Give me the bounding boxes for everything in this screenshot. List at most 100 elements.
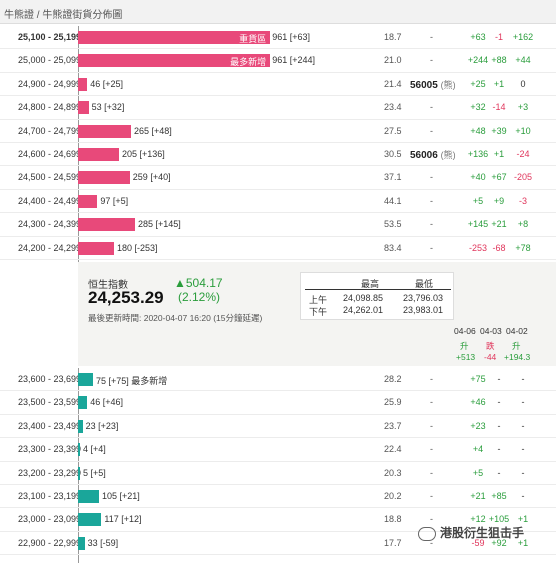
warrant-code: - xyxy=(430,467,433,478)
price-range: 22,900 - 22,999 xyxy=(18,537,82,548)
price-range: 25,000 - 25,099 xyxy=(18,55,82,66)
distance-value: 17.7 xyxy=(384,537,402,548)
bar-inner-label: 最多新增 xyxy=(230,57,267,68)
change-day-2: - xyxy=(497,374,501,384)
bucket-row[interactable]: 24,900 - 24,999 46 [+25] 21.4 56005 (熊) +25 +… xyxy=(0,73,556,97)
change-day-1: +63 xyxy=(470,32,486,42)
change-day-1: +12 xyxy=(470,514,486,525)
bucket-row[interactable]: 23,300 - 23,399 4 [+4] 22.4 - +4 - - xyxy=(0,438,556,462)
change-day-1: +5 xyxy=(472,467,484,478)
change-day-3: - xyxy=(521,444,525,455)
bar-value-label: 5 [+5] xyxy=(83,467,106,478)
change-day-3: +78 xyxy=(515,242,531,253)
change-day-3: - xyxy=(521,374,525,384)
bar-value-label: 23 [+23] xyxy=(85,420,119,431)
bucket-row[interactable]: 24,800 - 24,899 53 [+32] 23.4 - +32 -14 +3 xyxy=(0,96,556,120)
price-range: 24,400 - 24,499 xyxy=(18,195,82,206)
change-day-2: - xyxy=(497,467,501,478)
warrant-code[interactable]: 56005 (熊) xyxy=(410,79,456,91)
bar-value-label: 961 [+63] xyxy=(272,32,310,42)
warrant-code: - xyxy=(430,219,433,230)
date-val-1: -44 xyxy=(484,352,497,362)
bucket-row[interactable]: 24,400 - 24,499 97 [+5] 44.1 - +5 +9 -3 xyxy=(0,190,556,214)
change-day-3: - xyxy=(521,420,525,431)
index-value: 24,253.29 xyxy=(88,288,164,307)
price-range: 24,900 - 24,999 xyxy=(18,78,82,89)
date-dir-2: 升 xyxy=(512,341,521,351)
change-day-3: - xyxy=(521,467,525,478)
bucket-row[interactable]: 23,100 - 23,199 105 [+21] 20.2 - +21 +85 - xyxy=(0,485,556,509)
bucket-row[interactable]: 23,500 - 23,599 46 [+46] 25.9- +46- - xyxy=(0,391,556,415)
bar-value-label: 46 [+46] xyxy=(90,397,123,408)
bucket-row[interactable]: 24,300 - 24,399 285 [+145] 53.5 - +145 +21 +8 xyxy=(0,213,556,237)
bucket-row[interactable]: 24,200 - 24,299 180 [-253] 83.4 - -253 -68 +78 xyxy=(0,237,556,260)
change-day-2: +85 xyxy=(491,490,507,501)
bar-inner-label: 重貨區 xyxy=(239,34,267,44)
volume-bar xyxy=(78,101,89,115)
warrant-code: - xyxy=(430,55,433,66)
axis-line-top xyxy=(78,26,79,262)
change-day-2: -68 xyxy=(492,242,506,253)
date-0: 04-06 xyxy=(454,326,476,336)
bucket-row[interactable]: 24,700 - 24,799 265 [+48] 27.5 - +48 +39 +10 xyxy=(0,120,556,143)
bucket-row[interactable]: 23,200 - 23,299 5 [+5] 20.3 - +5 - - xyxy=(0,462,556,485)
date-dir-1: 跌 xyxy=(486,341,495,351)
distance-value: 30.5 xyxy=(384,148,402,159)
change-day-2: +67 xyxy=(491,172,507,183)
change-day-3: - xyxy=(521,490,525,501)
change-day-1: +32 xyxy=(470,102,486,113)
distance-value: 21.0 xyxy=(384,55,402,66)
change-day-2: +1 xyxy=(493,78,505,89)
price-range: 23,100 - 23,199 xyxy=(18,490,82,501)
distance-value: 21.4 xyxy=(384,78,402,89)
change-day-3: +8 xyxy=(517,219,529,230)
bucket-row[interactable]: 23,600 - 23,699 75 [+75] 最多新增 28.2 - +75 - - xyxy=(0,368,556,392)
change-day-1: +145 xyxy=(467,219,489,230)
bucket-row[interactable]: 24,600 - 24,699 205 [+136] 30.5 56006 (熊) +1… xyxy=(0,143,556,167)
warrant-code: - xyxy=(430,195,433,206)
change-day-2: - xyxy=(497,397,501,408)
bucket-row[interactable]: 25,000 - 25,099 最多新增 961 [+244] 21.0 - +244 +8… xyxy=(0,49,556,73)
change-day-1: +23 xyxy=(470,420,486,431)
warrant-code: - xyxy=(430,374,433,384)
volume-bar xyxy=(78,513,102,527)
price-range: 23,200 - 23,299 xyxy=(18,467,82,478)
change-day-1: +21 xyxy=(470,490,486,501)
warrant-code: - xyxy=(430,242,433,253)
watermark: 港股衍生狙击手 xyxy=(418,524,524,541)
change-day-1: +75 xyxy=(470,374,486,384)
change-day-2: - xyxy=(497,444,501,455)
change-day-2: +21 xyxy=(491,219,507,230)
bucket-row[interactable]: 22,900 - 22,999 33 [-59] 17.7 - -59 +92 +1 xyxy=(0,532,556,556)
bucket-row[interactable]: 23,000 - 23,099 117 [+12] 18.8 - +12 +105 +1 xyxy=(0,508,556,532)
warrant-code: - xyxy=(430,102,433,113)
volume-bar xyxy=(78,218,135,232)
warrant-code: - xyxy=(430,397,433,408)
date-val-2: +194.3 xyxy=(504,352,531,362)
change-day-3: -205 xyxy=(513,172,532,183)
index-change: ▲504.17 xyxy=(174,276,223,290)
warrant-code: - xyxy=(430,514,433,525)
change-day-1: +4 xyxy=(472,444,484,455)
price-range: 24,700 - 24,799 xyxy=(18,125,82,136)
distance-value: 37.1 xyxy=(384,172,402,183)
bar-value-label: 97 [+5] xyxy=(100,195,129,206)
warrant-code: - xyxy=(430,444,433,455)
bucket-row[interactable]: 24,500 - 24,599 259 [+40] 37.1 - +40 +67 -205 xyxy=(0,166,556,190)
bar-value-label: 180 [-253] xyxy=(117,242,158,253)
bar-value-label: 105 [+21] xyxy=(102,490,140,501)
bucket-row[interactable]: 25,100 - 25,199 重貨區 961 [+63] 18.7 - +63 -1 +16… xyxy=(0,26,556,50)
wechat-icon xyxy=(418,526,436,541)
bucket-row[interactable]: 23,400 - 23,499 23 [+23] 23.7- +23- - xyxy=(0,415,556,439)
change-day-2: +92 xyxy=(491,537,507,548)
change-day-2: +9 xyxy=(493,195,505,206)
change-day-2: -14 xyxy=(492,102,506,113)
warrant-code: - xyxy=(430,125,433,136)
warrant-code[interactable]: 56006 (熊) xyxy=(410,149,456,161)
warrant-code: - xyxy=(430,32,433,42)
volume-bar xyxy=(78,147,119,161)
distance-value: 27.5 xyxy=(384,125,402,136)
am-low: 23,796.03 xyxy=(403,293,444,303)
bar-value-label: 265 [+48] xyxy=(134,125,172,136)
change-day-3: +44 xyxy=(515,55,531,66)
